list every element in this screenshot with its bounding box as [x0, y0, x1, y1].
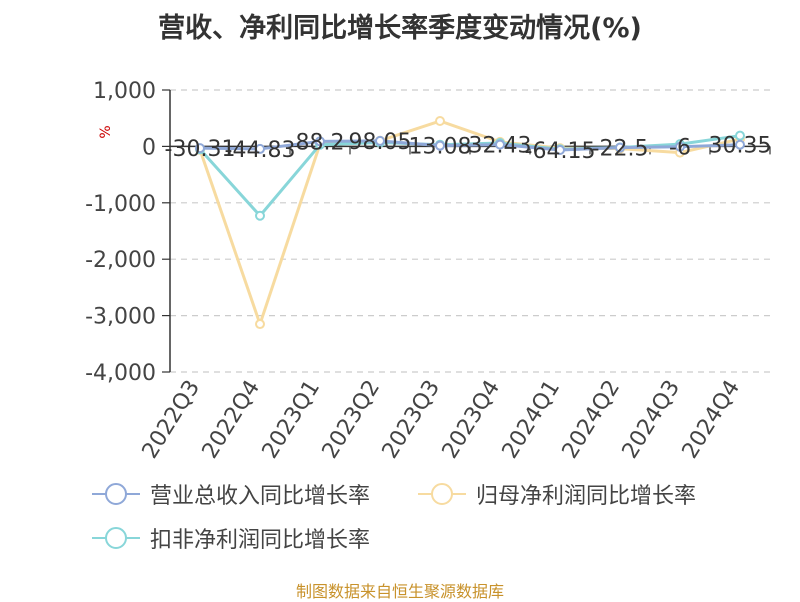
x-tick-label: 2024Q2 [558, 376, 625, 463]
data-point [195, 143, 205, 154]
legend-marker-icon [90, 525, 142, 551]
data-point [255, 319, 265, 330]
data-label: -64.15 [525, 139, 596, 164]
source-note: 制图数据来自恒生聚源数据库 [295, 582, 504, 601]
data-label: 88.2 [296, 130, 345, 155]
data-point [735, 130, 745, 141]
legend-item-deducted-net-profit[interactable]: 扣非净利润同比增长率 [90, 522, 370, 554]
legend-item-net-profit[interactable]: 归母净利润同比增长率 [416, 478, 696, 510]
data-labels: -30.31-44.83 88.2 98.0513.0832.43-64.15-22… [165, 130, 772, 164]
x-tick-label: 2024Q3 [618, 376, 685, 463]
data-point [435, 116, 445, 127]
x-tick-label: 2022Q4 [198, 376, 265, 463]
data-label: 98.05 [349, 130, 412, 155]
legend-label: 营业总收入同比增长率 [150, 484, 371, 509]
legend-marker-icon [416, 481, 468, 507]
x-tick-label: 2022Q3 [138, 376, 205, 463]
legend-marker-icon [90, 481, 142, 507]
x-tick-label: 2023Q1 [258, 376, 325, 463]
data-label: -6 [669, 136, 691, 161]
data-point [675, 141, 685, 152]
y-axis-label: % [98, 125, 114, 138]
series-line [198, 119, 741, 326]
x-tick-label: 2024Q1 [498, 376, 565, 463]
data-label: 32.43 [469, 134, 532, 159]
y-tick-label: -3,000 [85, 305, 156, 330]
series-layer [195, 116, 745, 330]
data-label: 30.35 [709, 134, 772, 159]
data-label: 13.08 [409, 135, 472, 160]
y-tick-label: -4,000 [85, 361, 156, 386]
data-point [495, 139, 505, 150]
chart-title: 营收、净利同比增长率季度变动情况(%) [158, 13, 642, 44]
data-point [255, 143, 265, 154]
data-point [615, 142, 625, 153]
data-point [255, 210, 265, 221]
data-point [555, 145, 565, 156]
y-tick-label: 0 [142, 135, 156, 160]
y-tick-label: -1,000 [85, 192, 156, 217]
data-point [735, 139, 745, 150]
legend-label: 扣非净利润同比增长率 [150, 528, 371, 553]
series-line [199, 139, 741, 152]
data-point [315, 136, 325, 147]
x-tick-label: 2024Q4 [678, 376, 745, 463]
data-point [435, 140, 445, 151]
data-label: -44.83 [225, 138, 296, 163]
data-label: -22.5 [592, 137, 649, 162]
legend-item-revenue[interactable]: 营业总收入同比增长率 [90, 478, 370, 510]
y-tick-label: 1,000 [93, 79, 156, 104]
y-tick-label: -2,000 [85, 248, 156, 273]
legend-label: 归母净利润同比增长率 [476, 484, 697, 509]
x-tick-label: 2023Q4 [438, 376, 505, 463]
data-point [375, 135, 385, 146]
data-label: -30.31 [165, 137, 236, 162]
x-tick-label: 2023Q2 [318, 376, 385, 463]
x-tick-label: 2023Q3 [378, 376, 445, 463]
